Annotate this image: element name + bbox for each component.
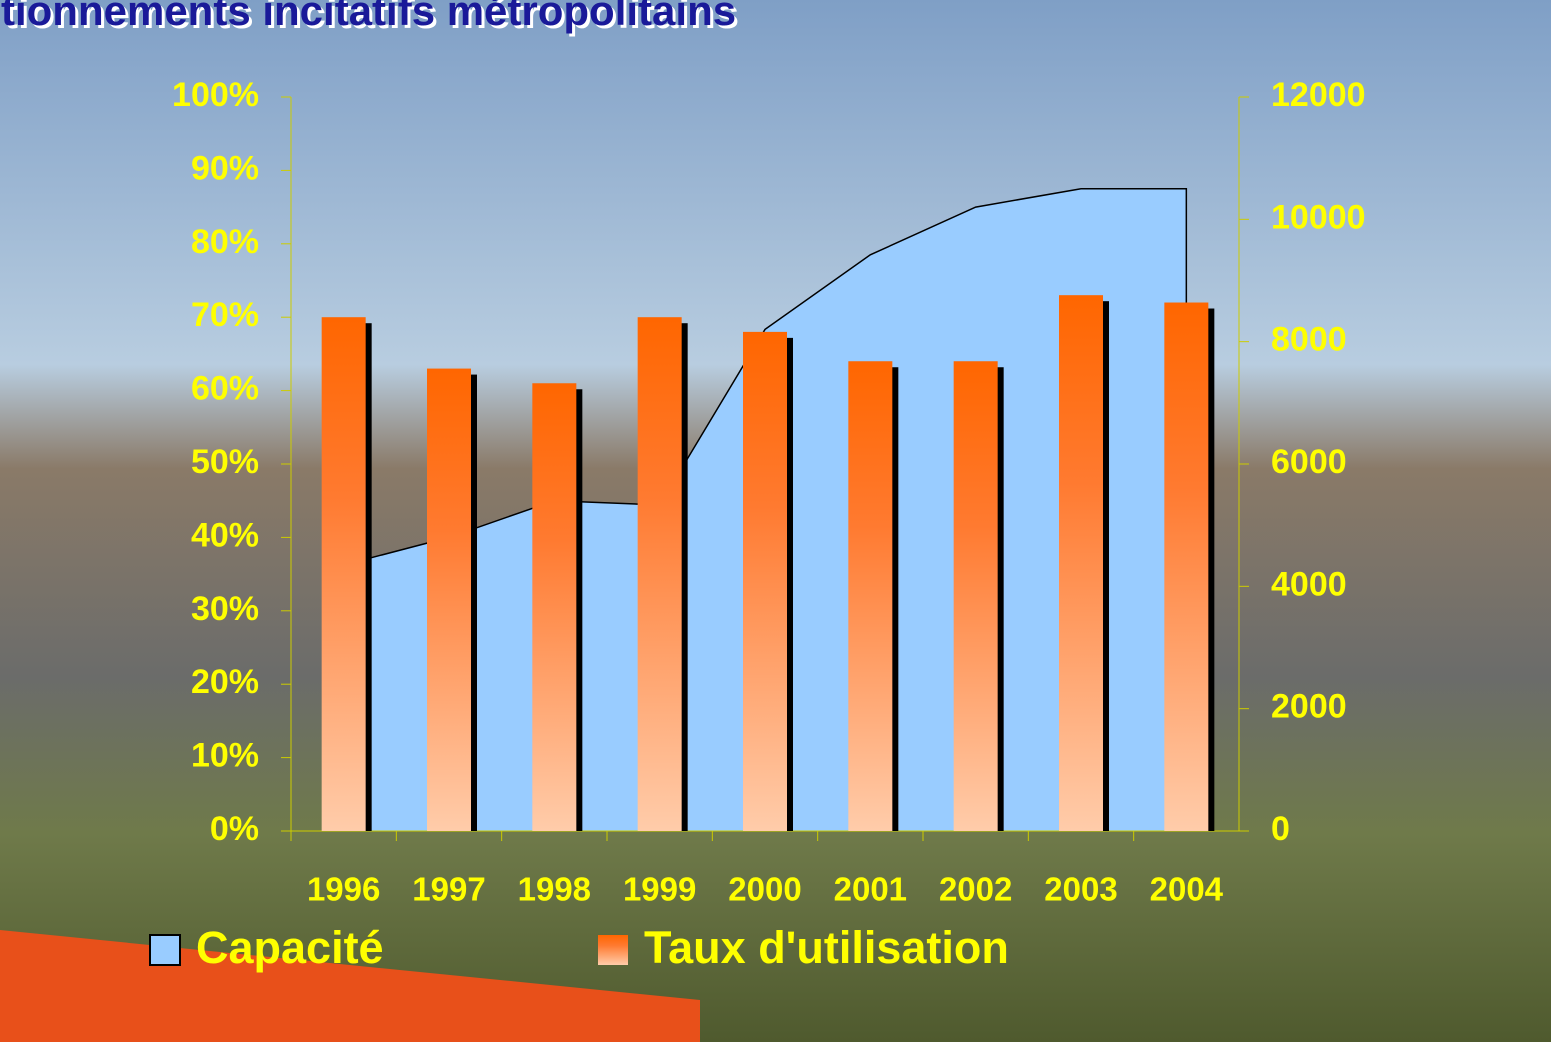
x-tick-label: 2000 [728,871,801,908]
legend-swatch [598,935,628,965]
x-tick-label: 1997 [412,871,485,908]
y2-tick-label: 10000 [1271,198,1366,236]
x-tick-label: 2002 [939,871,1012,908]
bar [1059,295,1103,831]
y2-tick-label: 2000 [1271,688,1347,726]
x-tick-label: 1996 [307,871,380,908]
title-shadow: tionnements incitatifs métropolitains [4,0,739,37]
y-tick-label: 0% [210,810,259,848]
y2-tick-label: 0 [1271,810,1290,848]
y2-tick-label: 4000 [1271,565,1347,603]
bar [953,361,998,831]
bar [532,383,577,831]
y-tick-label: 30% [191,590,259,628]
y-tick-label: 70% [191,296,259,334]
legend-label: Taux d'utilisation [644,922,1009,973]
y2-tick-label: 12000 [1271,76,1366,114]
y-tick-label: 60% [191,370,259,408]
chart-title: tionnements incitatifs métropolitains [1,0,736,34]
bar [743,331,787,831]
x-tick-label: 1998 [518,871,591,908]
x-tick-label: 2004 [1150,871,1224,908]
legend-label: Capacité [196,922,384,973]
bar [321,317,366,831]
bar [637,317,682,831]
bar [848,361,893,831]
y2-tick-label: 8000 [1271,321,1347,359]
y-tick-label: 20% [191,663,259,701]
y-tick-label: 10% [191,737,259,775]
y-tick-label: 40% [191,516,259,554]
y-tick-label: 80% [191,223,259,261]
x-tick-label: 2001 [834,871,907,908]
x-tick-label: 1999 [623,871,696,908]
y-tick-label: 100% [172,76,259,114]
y-tick-label: 50% [191,443,259,481]
bar [1164,302,1209,831]
bar [427,368,471,831]
x-tick-label: 2003 [1044,871,1117,908]
y-tick-label: 90% [191,149,259,187]
y2-tick-label: 6000 [1271,443,1347,481]
legend-swatch [149,934,181,966]
area-outline [343,188,1188,831]
